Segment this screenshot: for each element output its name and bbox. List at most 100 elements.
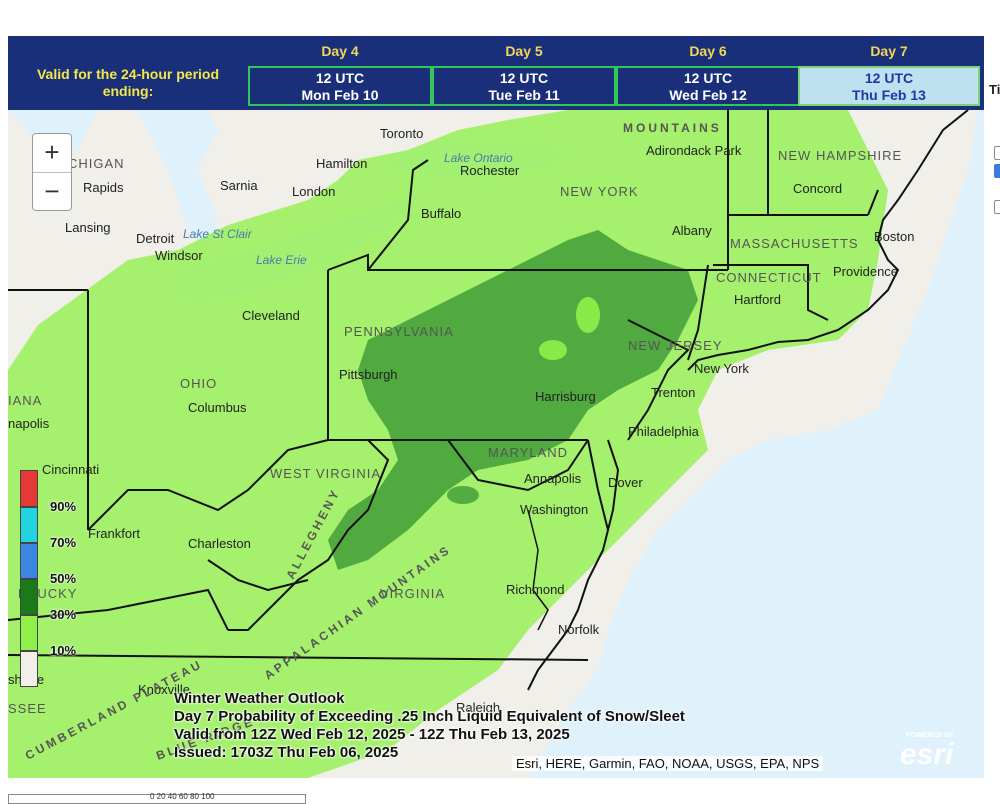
day-title: Day 6 [689,43,727,59]
map-label-michigan: CHIGAN [68,156,125,171]
day-5-button[interactable]: 12 UTC Tue Feb 11 [432,66,616,106]
connecticut-border [713,264,829,321]
nc-tennessee-border [8,654,589,661]
caption-subtitle: Day 7 Probability of Exceeding .25 Inch … [174,708,685,725]
layer-checkbox-checked[interactable] [994,164,1000,178]
esri-logo-text: esri [900,738,954,771]
map-label-london: London [292,184,335,199]
map-label-rochester: Rochester [460,163,520,178]
caption-title: Winter Weather Outlook [174,690,345,707]
day-5-column: Day 5 12 UTC Tue Feb 11 [432,36,616,110]
valid-period-label: Valid for the 24-hour period ending: [36,66,220,99]
zoom-out-button[interactable]: − [44,176,60,206]
snow-probability-30-50 [328,230,698,570]
caption-valid-range: Valid from 12Z Wed Feb 12, 2025 - 12Z Th… [174,726,570,743]
map-label-rapids: Rapids [83,180,124,195]
day-date: Tue Feb 11 [488,87,560,103]
map-label-sarnia: Sarnia [220,178,258,193]
kentucky-virginia-border [207,559,309,592]
probability-hole [576,297,600,333]
map-label-richmond: Richmond [506,582,565,597]
day-7-button[interactable]: 12 UTC Thu Feb 13 [798,66,980,106]
zoom-in-button[interactable]: + [33,134,71,173]
day-utc: 12 UTC [499,70,549,86]
kentucky-tn-border [8,588,229,631]
map-label-hartford: Hartford [734,292,781,307]
day-6-column: Day 6 12 UTC Wed Feb 12 [616,36,800,110]
map-label-providence: Providence [833,264,898,279]
map-label-new-york-city: New York [694,361,749,376]
esri-powered-label: POWERED BY [906,732,954,739]
map-label-indianapolis: napolis [8,416,50,431]
day-utc: 12 UTC [864,70,914,86]
map-label-pittsburgh: Pittsburgh [339,367,398,382]
map-label-tennessee: SSEE [8,701,47,716]
map-view[interactable]: Toronto Hamilton Sarnia London Rapids CH… [8,110,984,778]
ohio-river [87,439,329,531]
day-4-button[interactable]: 12 UTC Mon Feb 10 [248,66,432,106]
map-label-new-york-state: NEW YORK [560,184,639,199]
state-borders [8,110,879,661]
day-date: Thu Feb 13 [852,87,926,103]
layer-checkbox[interactable] [994,200,1000,214]
map-label-philadelphia: Philadelphia [628,424,700,439]
day-title: Day 5 [505,43,543,59]
map-label-knoxville: Knoxville [138,682,190,697]
northeast-coastline [687,110,969,371]
map-label-harrisburg: Harrisburg [535,389,596,404]
map-label-new-hampshire: NEW HAMPSHIRE [778,148,902,163]
legend-swatch-10 [20,615,38,651]
legend-swatch-none [20,651,38,687]
map-label-cincinnati: Cincinnati [42,462,99,477]
map-label-lake-st-clair: Lake St Clair [183,227,253,241]
map-label-windsor: Windsor [155,248,203,263]
map-attribution[interactable]: Esri, HERE, Garmin, FAO, NOAA, USGS, EPA… [512,756,824,771]
map-label-annapolis: Annapolis [524,471,582,486]
map-label-lake-ontario: Lake Ontario [444,151,513,165]
map-label-cleveland: Cleveland [242,308,300,323]
map-label-trenton: Trenton [651,385,695,400]
map-label-raleigh: Raleigh [456,700,500,715]
day-4-column: Day 4 12 UTC Mon Feb 10 [248,36,432,110]
map-label-boston: Boston [874,229,914,244]
map-label-mountains: MOUNTAINS [623,121,722,135]
map-label-hamilton: Hamilton [316,156,367,171]
map-label-buffalo: Buffalo [421,206,461,221]
map-label-washington: Washington [520,502,588,517]
map-label-maryland: MARYLAND [488,445,568,460]
day-selector-header: Valid for the 24-hour period ending: Day… [8,36,984,110]
day-title: Day 4 [321,43,359,59]
map-label-adirondack: Adirondack Park [646,143,742,158]
zoom-control: + − [32,133,72,211]
probability-island [447,486,479,504]
legend-swatch-70 [20,507,38,543]
map-label-charleston: Charleston [188,536,251,551]
lake-huron [138,110,218,250]
side-panel [984,36,1000,796]
side-panel-label: Ti [989,82,1000,97]
new-jersey-border [627,319,690,441]
map-label-ohio: OHIO [180,376,217,391]
day-date: Mon Feb 10 [301,87,379,103]
legend-label-10: 10% [50,643,77,658]
legend-swatch-90 [20,470,38,507]
esri-logo[interactable]: POWERED BY esri [900,732,972,772]
legend-swatch-50 [20,543,38,579]
map-label-pennsylvania: PENNSYLVANIA [344,324,454,339]
ny-ct-border [687,264,709,361]
nh-border [867,189,879,216]
map-label-west-virginia: WEST VIRGINIA [270,466,381,481]
layer-checkbox[interactable] [994,146,1000,160]
legend-label-50: 50% [50,571,77,586]
mid-atlantic-coastline [527,439,620,691]
map-label-dover: Dover [608,475,643,490]
atlantic-ocean [528,110,984,778]
day-6-button[interactable]: 12 UTC Wed Feb 12 [616,66,800,106]
delaware-border [587,439,609,531]
map-label-new-jersey: NEW JERSEY [628,338,723,353]
map-label-indiana: IANA [8,393,42,408]
map-label-toronto: Toronto [380,126,423,141]
day-title: Day 7 [870,43,908,59]
map-label-lansing: Lansing [65,220,111,235]
map-label-frankfort: Frankfort [88,526,140,541]
